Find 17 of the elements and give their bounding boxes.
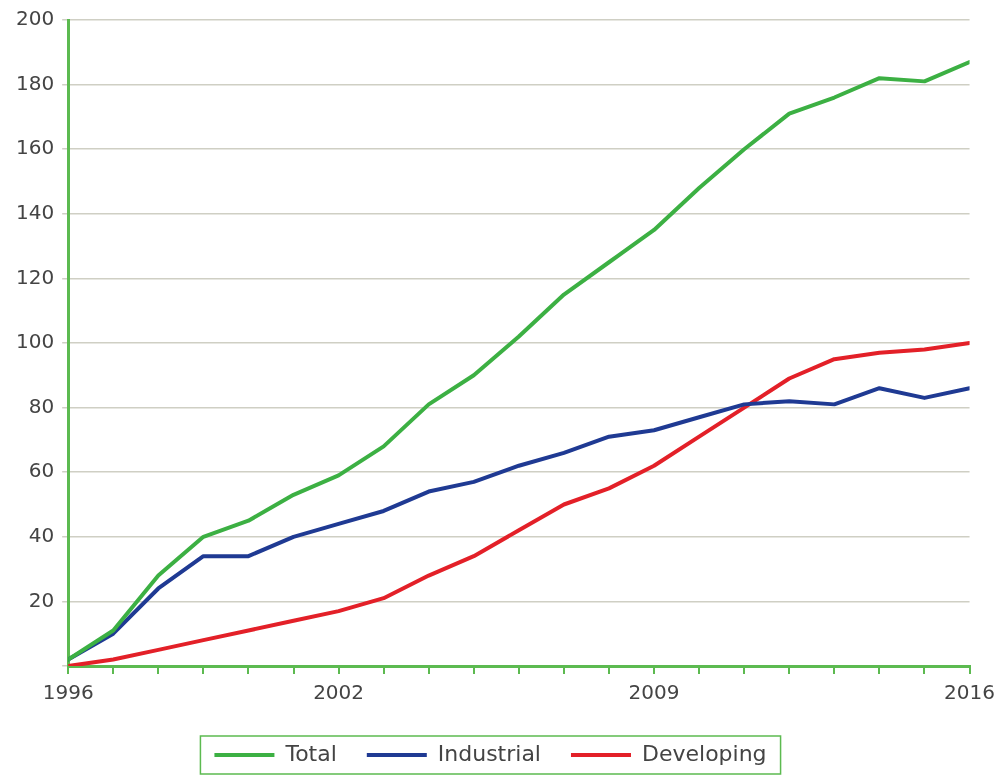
legend-label: Developing: [641, 740, 767, 766]
x-tick-label: 2016: [944, 680, 995, 705]
y-tick-label: 180: [15, 70, 55, 95]
y-tick-label: 160: [15, 135, 55, 160]
y-tick-label: 100: [15, 329, 55, 354]
y-tick-label: 140: [15, 200, 55, 224]
x-tick-label: 1996: [42, 680, 94, 705]
y-tick-label: 20: [28, 587, 55, 612]
y-tick-label: 120: [15, 264, 55, 289]
y-tick-label: 40: [28, 523, 55, 547]
y-tick-label: 60: [28, 458, 55, 483]
y-tick-label: 200: [15, 6, 55, 31]
legend-label: Industrial: [437, 740, 541, 766]
x-tick-label: 2002: [313, 680, 365, 705]
y-tick-label: 80: [28, 393, 55, 418]
legend-label: Total: [284, 740, 337, 766]
x-tick-label: 2009: [628, 680, 680, 705]
